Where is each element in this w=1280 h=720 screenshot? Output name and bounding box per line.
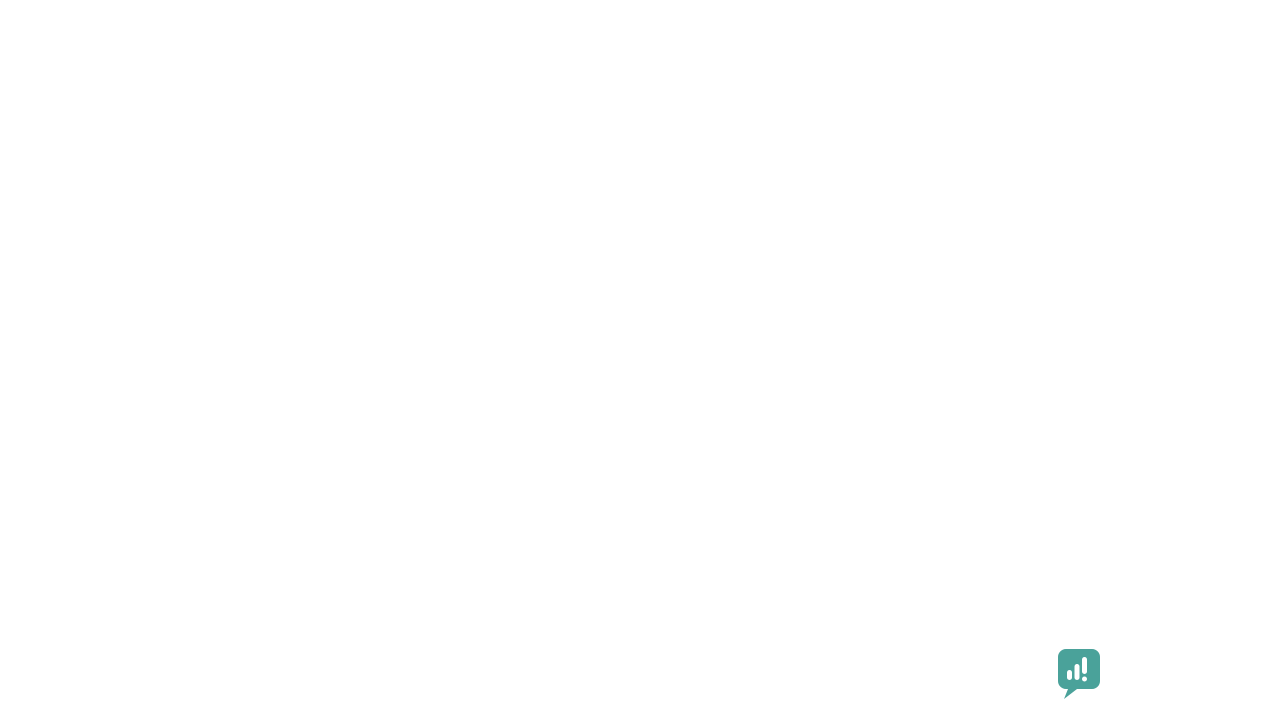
bar-icon-1 [1067, 670, 1072, 680]
newsworthy-bubble-icon [1058, 649, 1100, 699]
exclamation-dot-icon [1082, 676, 1087, 682]
newsworthy-logo[interactable] [1055, 647, 1110, 701]
bar-icon-2 [1074, 664, 1080, 680]
exclamation-stem-icon [1082, 657, 1087, 674]
